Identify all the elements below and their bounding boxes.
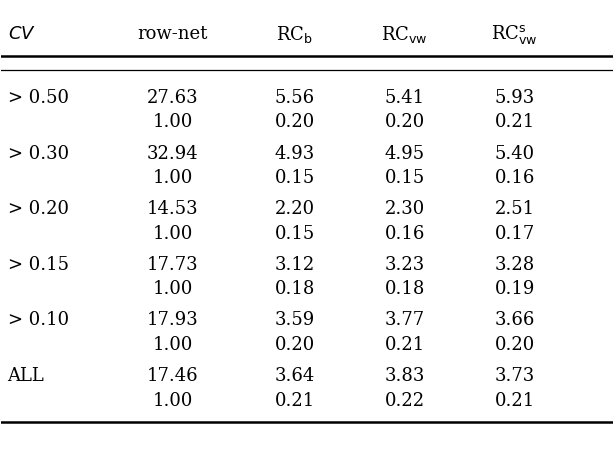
Text: 1.00: 1.00 xyxy=(152,225,193,243)
Text: 0.19: 0.19 xyxy=(495,280,535,298)
Text: 5.41: 5.41 xyxy=(385,89,425,107)
Text: 2.30: 2.30 xyxy=(384,200,425,218)
Text: 3.28: 3.28 xyxy=(495,256,535,274)
Text: 0.21: 0.21 xyxy=(274,392,315,410)
Text: 0.21: 0.21 xyxy=(495,113,535,131)
Text: 3.59: 3.59 xyxy=(274,311,315,329)
Text: 0.20: 0.20 xyxy=(495,336,535,354)
Text: 0.21: 0.21 xyxy=(384,336,425,354)
Text: 0.15: 0.15 xyxy=(274,169,315,187)
Text: 3.83: 3.83 xyxy=(384,367,425,385)
Text: 3.77: 3.77 xyxy=(385,311,425,329)
Text: > 0.50: > 0.50 xyxy=(7,89,69,107)
Text: 0.18: 0.18 xyxy=(384,280,425,298)
Text: 3.66: 3.66 xyxy=(495,311,535,329)
Text: > 0.20: > 0.20 xyxy=(7,200,69,218)
Text: 5.93: 5.93 xyxy=(495,89,535,107)
Text: 3.12: 3.12 xyxy=(274,256,315,274)
Text: RC$_\mathrm{b}$: RC$_\mathrm{b}$ xyxy=(276,24,313,45)
Text: 2.20: 2.20 xyxy=(274,200,315,218)
Text: 0.15: 0.15 xyxy=(384,169,425,187)
Text: 0.15: 0.15 xyxy=(274,225,315,243)
Text: > 0.15: > 0.15 xyxy=(7,256,69,274)
Text: 0.16: 0.16 xyxy=(384,225,425,243)
Text: 27.63: 27.63 xyxy=(147,89,198,107)
Text: 5.56: 5.56 xyxy=(274,89,315,107)
Text: 1.00: 1.00 xyxy=(152,280,193,298)
Text: RC$_\mathrm{vw}$: RC$_\mathrm{vw}$ xyxy=(381,24,428,45)
Text: 32.94: 32.94 xyxy=(147,145,198,163)
Text: 2.51: 2.51 xyxy=(495,200,535,218)
Text: > 0.30: > 0.30 xyxy=(7,145,69,163)
Text: 0.22: 0.22 xyxy=(385,392,425,410)
Text: 5.40: 5.40 xyxy=(495,145,535,163)
Text: 1.00: 1.00 xyxy=(152,113,193,131)
Text: 17.93: 17.93 xyxy=(147,311,198,329)
Text: 1.00: 1.00 xyxy=(152,392,193,410)
Text: > 0.10: > 0.10 xyxy=(7,311,69,329)
Text: 17.46: 17.46 xyxy=(147,367,198,385)
Text: 4.93: 4.93 xyxy=(274,145,315,163)
Text: 0.21: 0.21 xyxy=(495,392,535,410)
Text: 0.20: 0.20 xyxy=(274,113,315,131)
Text: $\mathit{CV}$: $\mathit{CV}$ xyxy=(7,26,36,44)
Text: 17.73: 17.73 xyxy=(147,256,198,274)
Text: 4.95: 4.95 xyxy=(385,145,425,163)
Text: RC$^\mathrm{s}_\mathrm{vw}$: RC$^\mathrm{s}_\mathrm{vw}$ xyxy=(491,23,538,46)
Text: 3.73: 3.73 xyxy=(495,367,535,385)
Text: 1.00: 1.00 xyxy=(152,336,193,354)
Text: ALL: ALL xyxy=(7,367,44,385)
Text: 0.20: 0.20 xyxy=(384,113,425,131)
Text: 14.53: 14.53 xyxy=(147,200,198,218)
Text: 0.20: 0.20 xyxy=(274,336,315,354)
Text: 0.18: 0.18 xyxy=(274,280,315,298)
Text: 0.16: 0.16 xyxy=(495,169,535,187)
Text: 3.64: 3.64 xyxy=(274,367,315,385)
Text: row-net: row-net xyxy=(138,26,208,44)
Text: 0.17: 0.17 xyxy=(495,225,535,243)
Text: 3.23: 3.23 xyxy=(384,256,425,274)
Text: 1.00: 1.00 xyxy=(152,169,193,187)
